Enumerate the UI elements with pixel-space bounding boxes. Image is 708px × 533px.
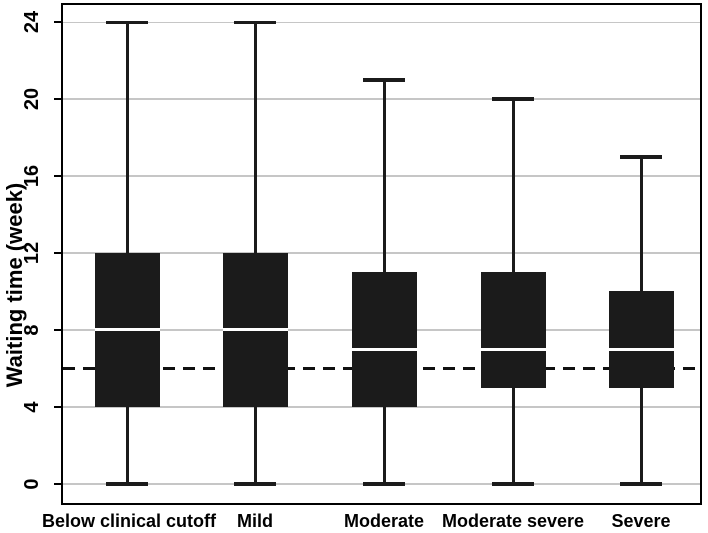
whisker-cap-high-mild	[234, 20, 276, 25]
whisker-cap-low-mild	[234, 482, 276, 486]
gridline-y4	[63, 406, 700, 408]
y-tick-mark	[54, 328, 63, 331]
whisker-lower-moderate-severe	[511, 385, 515, 484]
median-line-moderate	[351, 347, 417, 351]
whisker-upper-mild	[253, 22, 257, 256]
x-axis-label-severe: Severe	[611, 511, 671, 531]
y-tick-label: 24	[21, 11, 43, 34]
y-tick-mark	[54, 21, 63, 24]
whisker-cap-low-moderate-severe	[492, 482, 534, 486]
gridline-y20	[63, 98, 700, 100]
whisker-cap-high-moderate	[363, 78, 405, 82]
whisker-cap-high-moderate-severe	[492, 97, 534, 101]
median-line-moderate-severe	[480, 347, 546, 351]
x-axis-label-moderate: Moderate	[343, 511, 424, 531]
y-tick-label: 4	[21, 401, 43, 413]
box-moderate	[351, 272, 417, 407]
whisker-upper-moderate	[382, 79, 386, 275]
median-line-severe	[608, 347, 674, 351]
whisker-cap-high-below-clinical-cutoff	[106, 20, 148, 25]
y-tick-mark	[54, 98, 63, 101]
y-tick-mark	[54, 175, 63, 178]
box-moderate-severe	[480, 272, 546, 388]
whisker-lower-below-clinical-cutoff	[125, 404, 129, 484]
gridline-y16	[63, 175, 700, 177]
median-line-mild	[222, 328, 288, 332]
whisker-cap-high-severe	[620, 155, 662, 159]
y-tick-label: 12	[21, 241, 43, 265]
y-tick-label: 0	[21, 478, 43, 490]
y-tick-label: 16	[21, 165, 43, 188]
x-axis-label-moderate-severe: Moderate severe	[441, 511, 585, 531]
box-severe	[608, 291, 674, 388]
whisker-cap-low-moderate	[363, 482, 405, 486]
gridline-y24	[63, 21, 700, 24]
whisker-lower-severe	[639, 385, 643, 484]
gridline-y12	[63, 252, 700, 254]
y-tick-mark	[54, 482, 63, 485]
whisker-lower-mild	[253, 404, 257, 484]
whisker-cap-low-below-clinical-cutoff	[106, 482, 148, 486]
whisker-upper-below-clinical-cutoff	[125, 22, 129, 256]
whisker-lower-moderate	[382, 404, 386, 484]
y-tick-mark	[54, 252, 63, 255]
x-axis-label-below-clinical-cutoff: Below clinical cutoff	[42, 511, 217, 531]
whisker-upper-severe	[639, 156, 643, 294]
whisker-cap-low-severe	[620, 482, 662, 486]
y-tick-label: 8	[21, 324, 43, 336]
median-line-below-clinical-cutoff	[94, 328, 160, 332]
y-tick-mark	[54, 405, 63, 408]
x-axis-label-mild: Mild	[237, 511, 273, 531]
whisker-upper-moderate-severe	[511, 99, 515, 275]
y-tick-label: 20	[21, 88, 43, 111]
